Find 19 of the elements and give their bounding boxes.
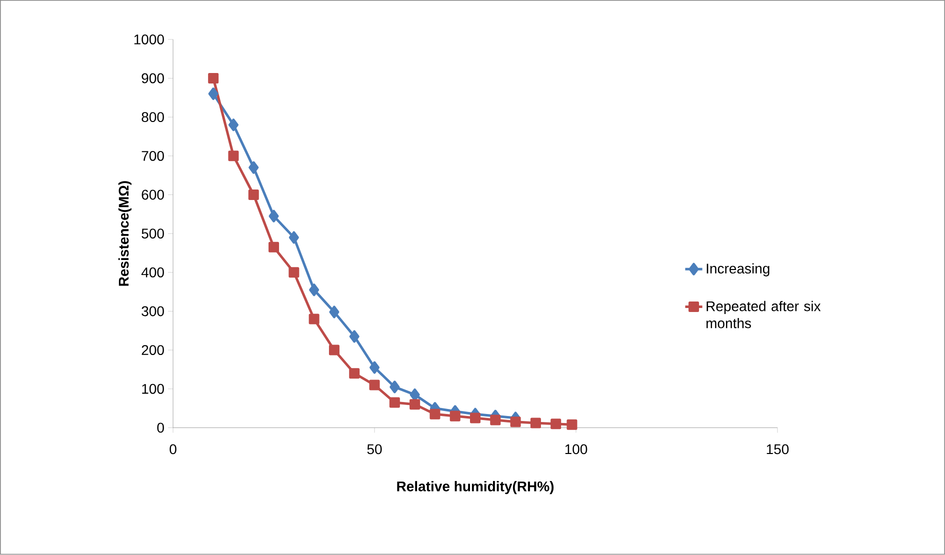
legend-label: Increasing [706,263,770,276]
y-tick-label: 100 [142,384,164,394]
x-tick-label: 150 [766,444,789,454]
y-tick-label: 800 [142,112,164,122]
y-tick-label: 900 [142,73,164,84]
x-axis-title: Relative humidity(RH%) [397,481,554,494]
y-tick-label: 600 [142,190,164,200]
y-tick-label: 200 [142,345,164,356]
legend-label: Repeated after six months [706,301,821,328]
y-tick-label: 700 [142,151,164,162]
y-tick-label: 0 [157,422,164,433]
y-tick-label: 500 [142,228,164,239]
x-tick-label: 0 [170,444,176,454]
y-axis-title: Resistence(MΩ) [118,181,132,286]
y-tick-label: 300 [142,306,164,316]
x-tick-label: 50 [367,444,382,454]
y-tick-label: 1000 [134,34,164,45]
x-tick-label: 100 [565,444,588,454]
y-tick-label: 400 [141,268,164,278]
